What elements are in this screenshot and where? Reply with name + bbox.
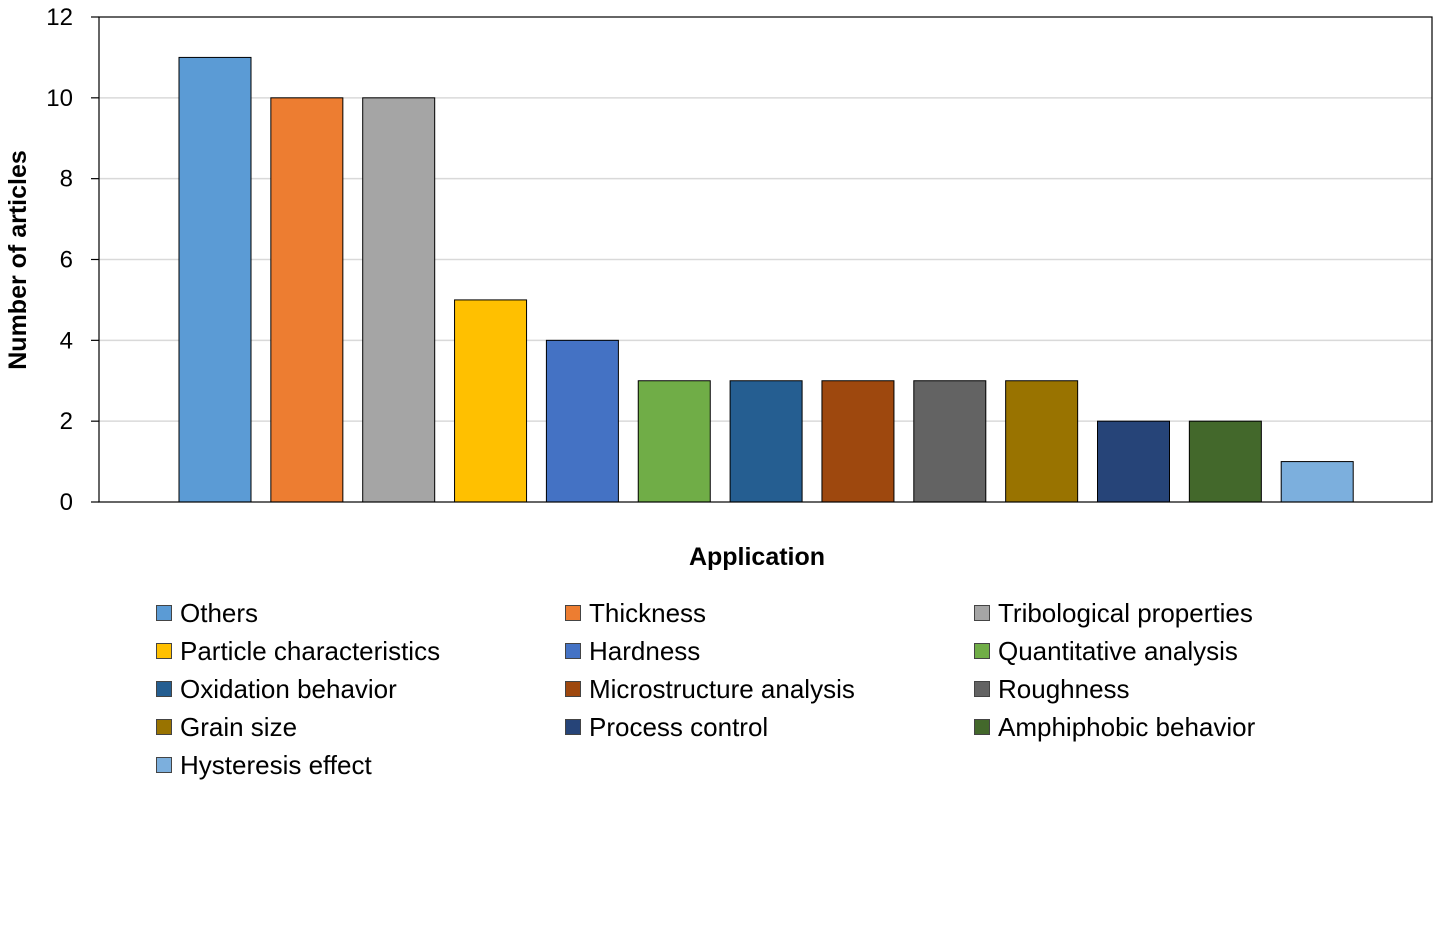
legend-item: Thickness xyxy=(565,596,706,630)
plot-area-border xyxy=(98,16,1433,503)
bar-particle-characteristics xyxy=(454,299,528,503)
legend-swatch xyxy=(565,605,581,621)
legend-swatch xyxy=(974,719,990,735)
legend-item: Hysteresis effect xyxy=(156,748,372,782)
legend-item: Grain size xyxy=(156,710,297,744)
legend-item: Hardness xyxy=(565,634,700,668)
legend-item: Particle characteristics xyxy=(156,634,440,668)
legend-label: Roughness xyxy=(998,673,1130,704)
bar-thickness xyxy=(270,97,344,503)
legend-swatch xyxy=(974,605,990,621)
legend-label: Others xyxy=(180,597,259,628)
legend-item: Quantitative analysis xyxy=(974,634,1238,668)
legend-label: Oxidation behavior xyxy=(180,673,397,704)
legend-label: Hysteresis effect xyxy=(180,749,372,780)
bar-hysteresis-effect xyxy=(1280,461,1354,503)
bar-others xyxy=(178,56,252,503)
legend-label: Particle characteristics xyxy=(180,635,441,666)
legend-swatch xyxy=(974,643,990,659)
legend-swatch xyxy=(156,719,172,735)
legend-item: Oxidation behavior xyxy=(156,672,397,706)
y-tick-label: 6 xyxy=(60,247,73,274)
legend-item: Microstructure analysis xyxy=(565,672,855,706)
bar-grain-size xyxy=(1005,380,1079,503)
legend-swatch xyxy=(565,719,581,735)
legend-item: Amphiphobic behavior xyxy=(974,710,1255,744)
legend-swatch xyxy=(156,681,172,697)
y-axis-ticks: 0 2 4 6 8 10 12 xyxy=(46,4,99,516)
legend-label: Thickness xyxy=(589,597,707,628)
legend-label: Quantitative analysis xyxy=(998,635,1238,666)
legend-item: Tribological properties xyxy=(974,596,1253,630)
y-axis-title: Number of articles xyxy=(4,150,32,370)
legend-label: Grain size xyxy=(180,711,298,742)
y-tick-label: 2 xyxy=(60,408,73,435)
legend-item: Process control xyxy=(565,710,768,744)
y-tick-label: 12 xyxy=(46,4,73,31)
legend-swatch xyxy=(156,605,172,621)
y-tick-label: 10 xyxy=(46,85,73,112)
y-tick-label: 0 xyxy=(60,489,73,516)
legend-item: Roughness xyxy=(974,672,1130,706)
bar-quantitative-analysis xyxy=(637,380,711,503)
y-tick-label: 4 xyxy=(60,327,73,354)
legend-label: Amphiphobic behavior xyxy=(998,711,1256,742)
legend-swatch xyxy=(565,681,581,697)
bar-oxidation-behavior xyxy=(729,380,803,503)
y-tick-label: 8 xyxy=(60,166,73,193)
bar-tribological-properties xyxy=(362,97,436,503)
bar-microstructure-analysis xyxy=(821,380,895,503)
legend-label: Microstructure analysis xyxy=(589,673,855,704)
x-axis-title: Application xyxy=(689,543,825,571)
legend-swatch xyxy=(156,757,172,773)
legend-label: Hardness xyxy=(589,635,701,666)
bar-roughness xyxy=(913,380,987,503)
legend-swatch xyxy=(565,643,581,659)
legend-item: Others xyxy=(156,596,258,630)
legend-swatch xyxy=(974,681,990,697)
bar-process-control xyxy=(1097,420,1170,503)
legend-label: Process control xyxy=(589,711,769,742)
legend-label: Tribological properties xyxy=(998,597,1253,628)
bars xyxy=(178,56,1354,503)
bar-hardness xyxy=(545,339,619,503)
bar-amphiphobic-behavior xyxy=(1188,420,1262,503)
legend-swatch xyxy=(156,643,172,659)
